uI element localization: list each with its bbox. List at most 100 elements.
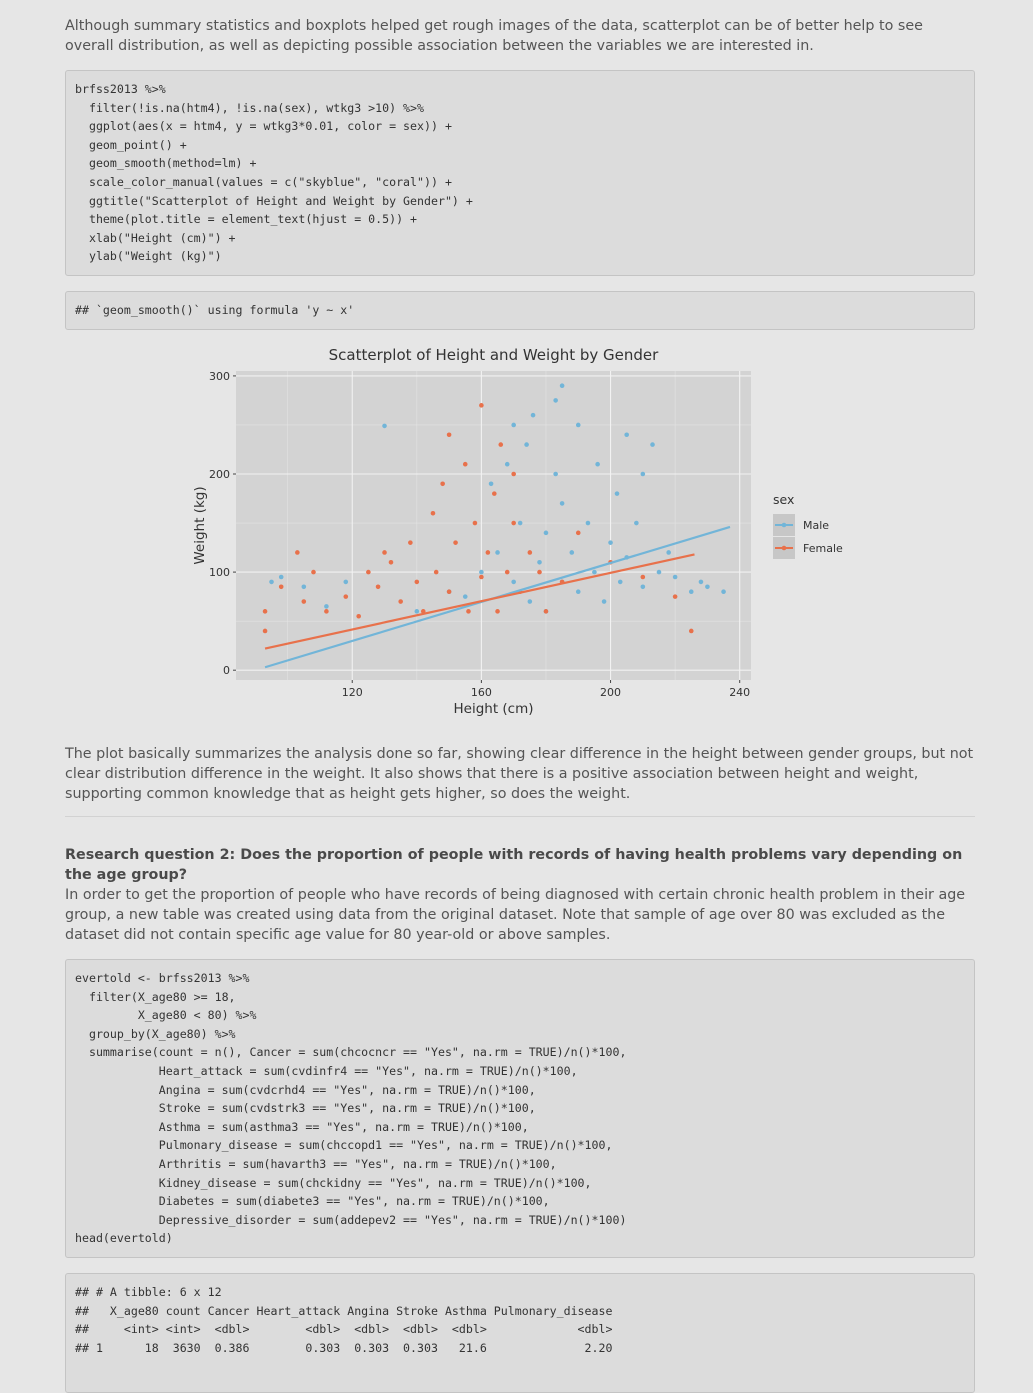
point: [446, 589, 452, 595]
legend-title: sex: [773, 492, 794, 507]
code-line: ## <int> <int> <dbl> <dbl> <dbl> <dbl> <…: [75, 1322, 613, 1337]
code-line: Angina = sum(cvdcrhd4 == "Yes", na.rm = …: [75, 1082, 536, 1097]
point: [356, 613, 361, 619]
point: [553, 471, 558, 477]
output-block: ## # A tibble: 6 x 12 ## X_age80 count Ca…: [65, 1273, 975, 1393]
point: [569, 550, 575, 555]
code-line: evertold <- brfss2013 %>%: [75, 971, 250, 985]
point: [324, 604, 329, 609]
code-line: Depressive_disorder = sum(addepev2 == "Y…: [75, 1212, 627, 1227]
point: [608, 540, 613, 545]
point: [408, 540, 413, 545]
point: [311, 569, 316, 575]
plot-panel: [236, 371, 751, 680]
point: [414, 579, 420, 585]
point: [388, 559, 394, 565]
point: [343, 579, 349, 585]
point: [543, 609, 549, 614]
point: [511, 471, 516, 477]
code-line: Stroke = sum(cvdstrk3 == "Yes", na.rm = …: [75, 1101, 536, 1116]
x-tick-label: 120: [342, 686, 363, 699]
point: [650, 442, 655, 447]
fit-line: [264, 553, 695, 650]
point: [472, 520, 478, 526]
point: [537, 559, 542, 565]
point: [398, 599, 403, 604]
point: [440, 481, 445, 487]
point: [511, 579, 516, 585]
code-block: evertold <- brfss2013 %>% filter(X_age80…: [65, 959, 975, 1258]
code-line: brfss2013 %>%: [75, 82, 166, 96]
point: [462, 594, 468, 599]
point: [479, 574, 484, 580]
point: [511, 520, 516, 526]
paragraph: In order to get the proportion of people…: [65, 887, 966, 943]
point: [382, 423, 387, 429]
point: [375, 584, 381, 590]
paragraph: Although summary statistics and boxplots…: [65, 18, 923, 54]
point: [498, 442, 504, 447]
point: [705, 584, 710, 590]
point: [559, 501, 565, 506]
point: [446, 432, 452, 438]
point: [527, 550, 533, 555]
point: [301, 599, 307, 604]
point: [640, 574, 646, 580]
code-line: Asthma = sum(asthma3 == "Yes", na.rm = T…: [75, 1119, 529, 1134]
code-line: Arthritis = sum(havarth3 == "Yes", na.rm…: [75, 1156, 557, 1171]
point: [617, 579, 623, 585]
point: [420, 609, 426, 614]
code-line: ## X_age80 count Cancer Heart_attack Ang…: [75, 1303, 613, 1318]
code-line: Heart_attack = sum(cvdinfr4 == "Yes", na…: [75, 1063, 578, 1078]
point: [656, 569, 662, 575]
point: [262, 609, 268, 614]
point: [634, 520, 639, 526]
code-line: Diabetes = sum(diabete3 == "Yes", na.rm …: [75, 1194, 550, 1209]
output-block: ## `geom_smooth()` using formula 'y ~ x': [65, 291, 975, 330]
point: [601, 599, 607, 604]
point: [462, 461, 468, 467]
legend-label: Female: [803, 542, 843, 555]
point: [640, 471, 646, 477]
point: [559, 383, 565, 389]
chart-title: Scatterplot of Height and Weight by Gend…: [329, 346, 660, 364]
code-block: brfss2013 %>% filter(!is.na(htm4), !is.n…: [65, 70, 975, 276]
point: [511, 422, 516, 428]
point: [414, 609, 420, 614]
point: [524, 442, 529, 447]
code-line: ylab("Weight (kg)"): [75, 249, 222, 264]
point: [504, 461, 510, 467]
y-tick-label: 300: [209, 370, 230, 383]
page: {"paragraphs": [ "Although summary stati…: [65, 18, 975, 1393]
heading: Research question 2: Does the proportion…: [65, 847, 963, 883]
code-line: X_age80 < 80) %>%: [75, 1008, 257, 1023]
code-line: ## `geom_smooth()` using formula 'y ~ x': [75, 303, 355, 317]
point: [433, 569, 439, 575]
point: [688, 628, 694, 634]
point: [624, 432, 629, 438]
x-tick-label: 200: [600, 686, 621, 699]
code-line: theme(plot.title = element_text(hjust = …: [75, 212, 418, 227]
point: [492, 491, 497, 496]
code-line: ggtitle("Scatterplot of Height and Weigh…: [75, 193, 473, 208]
point: [504, 569, 510, 575]
point: [366, 569, 371, 575]
point: [595, 461, 600, 467]
point: [575, 530, 581, 536]
point: [575, 589, 581, 595]
point: [672, 574, 678, 580]
divider: [65, 816, 975, 817]
code-line: filter(!is.na(htm4), !is.na(sex), wtkg3 …: [75, 100, 425, 115]
y-axis-label: Weight (kg): [192, 486, 208, 564]
point: [295, 550, 300, 555]
point: [262, 628, 268, 634]
point: [688, 589, 694, 595]
point: [527, 599, 533, 604]
y-tick-label: 100: [209, 566, 230, 579]
code-line: head(evertold): [75, 1231, 173, 1246]
code-line: group_by(X_age80) %>%: [75, 1026, 236, 1041]
point: [592, 569, 597, 575]
code-line: ggplot(aes(x = htm4, y = wtkg3*0.01, col…: [75, 119, 452, 134]
code-line: summarise(count = n(), Cancer = sum(chco…: [75, 1045, 627, 1060]
code-line: ## 1 18 3630 0.386 0.303 0.303 0.303 21.…: [75, 1340, 613, 1355]
